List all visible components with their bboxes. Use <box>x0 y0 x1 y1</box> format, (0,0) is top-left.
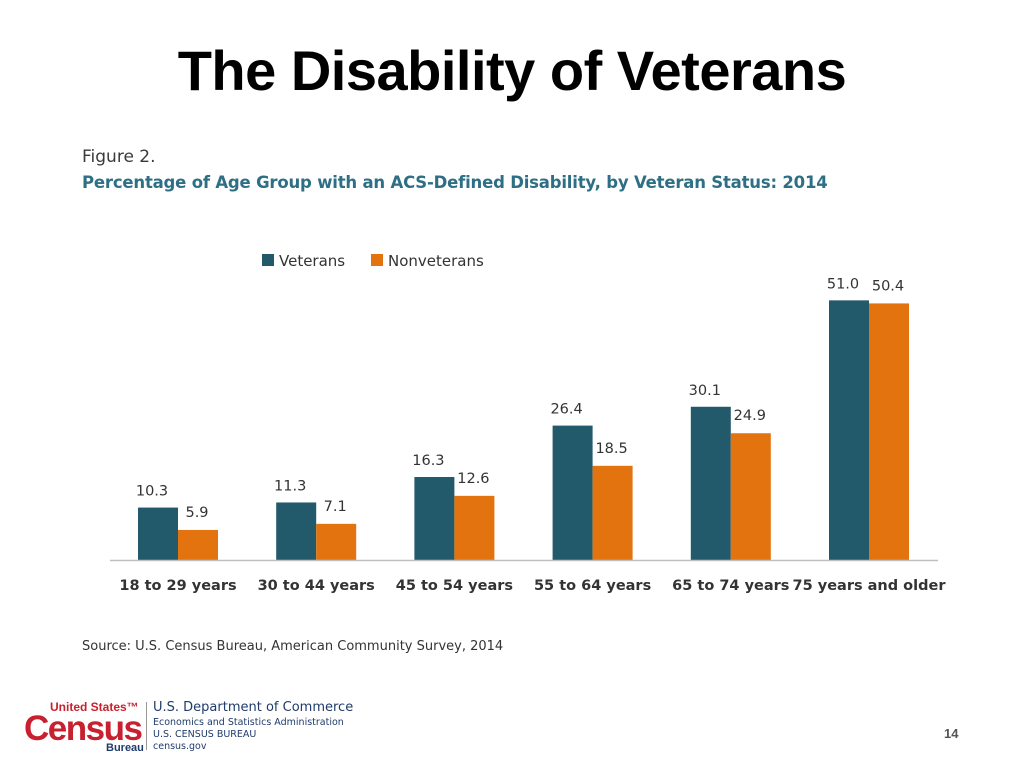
slide-title: The Disability of Veterans <box>177 39 847 102</box>
data-label-veterans: 11.3 <box>274 478 306 494</box>
page-number: 14 <box>944 726 959 741</box>
administration-name: Economics and Statistics Administration <box>153 717 344 728</box>
data-label-veterans: 10.3 <box>136 484 168 500</box>
bar-veterans <box>414 477 455 560</box>
data-label-nonveterans: 12.6 <box>457 471 489 487</box>
bar-veterans <box>552 425 593 560</box>
data-label-nonveterans: 18.5 <box>595 441 627 457</box>
logo-divider <box>146 702 147 750</box>
data-label-veterans: 51.0 <box>827 276 859 292</box>
x-tick-label: 30 to 44 years <box>258 578 375 594</box>
figure-label: Figure 2. <box>82 147 156 167</box>
logo-united-states: United States™ <box>50 700 139 714</box>
data-label-nonveterans: 24.9 <box>734 408 766 424</box>
legend-swatch-veterans <box>262 254 274 266</box>
department-name: U.S. Department of Commerce <box>153 700 354 715</box>
logo-bureau: Bureau <box>106 742 144 754</box>
logo-census: Census <box>24 709 143 748</box>
bar-nonveterans <box>454 495 495 560</box>
bar-nonveterans <box>869 303 909 560</box>
data-label-veterans: 30.1 <box>689 383 721 399</box>
bar-veterans <box>829 300 869 560</box>
x-tick-label: 65 to 74 years <box>672 578 789 594</box>
bar-veterans <box>138 507 178 560</box>
x-tick-label: 45 to 54 years <box>396 578 513 594</box>
legend-label-nonveterans: Nonveterans <box>388 252 484 270</box>
bar-nonveterans <box>592 465 633 560</box>
legend-swatch-nonveterans <box>371 254 383 266</box>
data-label-nonveterans: 7.1 <box>324 499 347 515</box>
bar-nonveterans <box>316 523 357 560</box>
bureau-name: U.S. CENSUS BUREAU <box>153 729 257 740</box>
source-note: Source: U.S. Census Bureau, American Com… <box>82 639 504 654</box>
x-tick-label: 75 years and older <box>793 578 947 594</box>
figure-caption: Percentage of Age Group with an ACS-Defi… <box>82 173 828 192</box>
legend-label-veterans: Veterans <box>279 252 345 270</box>
x-tick-label: 18 to 29 years <box>119 578 236 594</box>
x-tick-label: 55 to 64 years <box>534 578 651 594</box>
bar-nonveterans <box>178 529 218 560</box>
data-label-nonveterans: 50.4 <box>872 278 904 294</box>
data-label-veterans: 16.3 <box>412 453 444 469</box>
bar-veterans <box>276 502 317 560</box>
data-label-veterans: 26.4 <box>550 402 582 418</box>
department-block: U.S. Department of Commerce Economics an… <box>153 700 353 753</box>
bar-nonveterans <box>730 433 771 560</box>
census-logo: United States™ Census Bureau <box>24 700 144 754</box>
data-label-nonveterans: 5.9 <box>185 505 208 521</box>
website: census.gov <box>153 741 207 752</box>
bar-veterans <box>690 406 731 560</box>
